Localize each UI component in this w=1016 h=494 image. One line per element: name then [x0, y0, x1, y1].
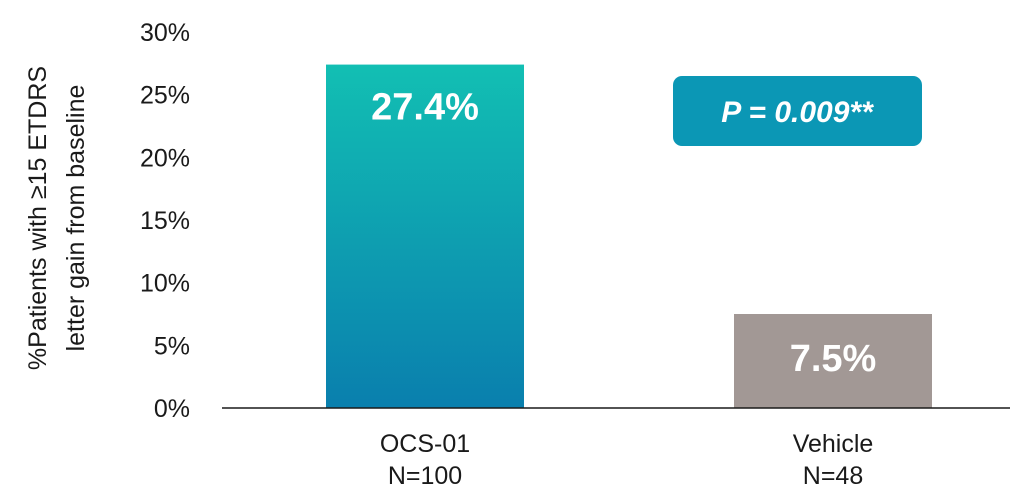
x-category-label: Vehicle: [793, 430, 874, 458]
y-tick-label: 10%: [140, 270, 190, 298]
bar-ocs-01: [326, 64, 524, 408]
x-axis-categories: OCS-01 N=100 Vehicle N=48: [380, 430, 873, 490]
y-axis-label-line: %Patients with ≥15 ETDRS: [24, 66, 52, 370]
x-category-sublabel: N=100: [388, 462, 462, 490]
bar-value-label: 7.5%: [790, 338, 877, 380]
p-value-box: [673, 76, 922, 146]
y-tick-label: 25%: [140, 82, 190, 110]
y-tick-label: 15%: [140, 207, 190, 235]
y-tick-label: 0%: [154, 395, 190, 423]
y-axis-label: %Patients with ≥15 ETDRS letter gain from…: [24, 66, 90, 370]
x-category-sublabel: N=48: [803, 462, 863, 490]
y-tick-label: 20%: [140, 144, 190, 172]
y-tick-label: 5%: [154, 332, 190, 360]
y-axis-ticks: 0% 5% 10% 15% 20% 25% 30%: [140, 19, 190, 423]
bar-value-label: 27.4%: [371, 87, 479, 129]
p-value-text: P = 0.009**: [721, 96, 874, 129]
bar-vehicle: [734, 314, 932, 408]
y-tick-label: 30%: [140, 19, 190, 47]
p-value-annotation: P = 0.009**: [673, 76, 922, 146]
bars: 27.4% 7.5%: [326, 64, 932, 408]
y-axis-label-line: letter gain from baseline: [62, 85, 90, 352]
x-category-label: OCS-01: [380, 430, 470, 458]
